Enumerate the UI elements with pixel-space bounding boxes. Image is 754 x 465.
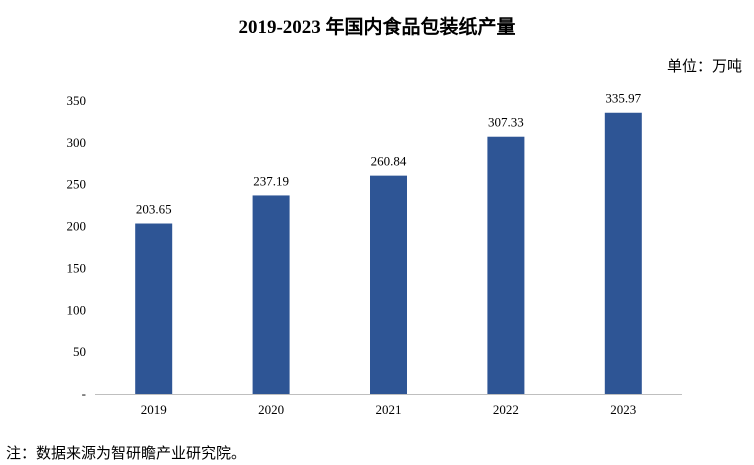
x-tick-label: 2019 <box>141 402 167 417</box>
y-tick-label: 150 <box>67 260 87 275</box>
y-tick-label: - <box>82 386 86 401</box>
y-tick-label: 100 <box>67 302 87 317</box>
data-label: 237.19 <box>253 173 289 188</box>
x-axis: 2019 2020 2021 2022 2023 <box>141 402 637 417</box>
y-tick-label: 200 <box>67 219 87 234</box>
y-tick-label: 300 <box>67 135 87 150</box>
bar-2020 <box>252 195 290 394</box>
data-labels: 203.65 237.19 260.84 307.33 335.97 <box>136 91 642 217</box>
x-tick-label: 2021 <box>376 402 402 417</box>
chart-title: 2019-2023 年国内食品包装纸产量 <box>238 17 516 38</box>
data-label: 307.33 <box>488 115 524 130</box>
bar-2023 <box>604 112 642 394</box>
x-tick-label: 2022 <box>493 402 519 417</box>
data-label: 335.97 <box>605 91 641 106</box>
y-axis: - 50 100 150 200 250 300 350 <box>67 93 87 401</box>
x-tick-label: 2020 <box>258 402 284 417</box>
bar-2021 <box>370 175 407 394</box>
bar-series <box>135 112 642 394</box>
data-label: 203.65 <box>136 202 172 217</box>
bar-2019 <box>135 223 173 394</box>
unit-label: 单位：万吨 <box>666 59 742 75</box>
bar-2022 <box>487 136 525 394</box>
y-tick-label: 50 <box>73 344 86 359</box>
footnote: 注：数据来源为智研瞻产业研究院。 <box>6 446 247 462</box>
y-tick-label: 350 <box>67 93 87 108</box>
data-label: 260.84 <box>371 154 407 169</box>
x-tick-label: 2023 <box>610 402 636 417</box>
y-tick-label: 250 <box>67 177 87 192</box>
